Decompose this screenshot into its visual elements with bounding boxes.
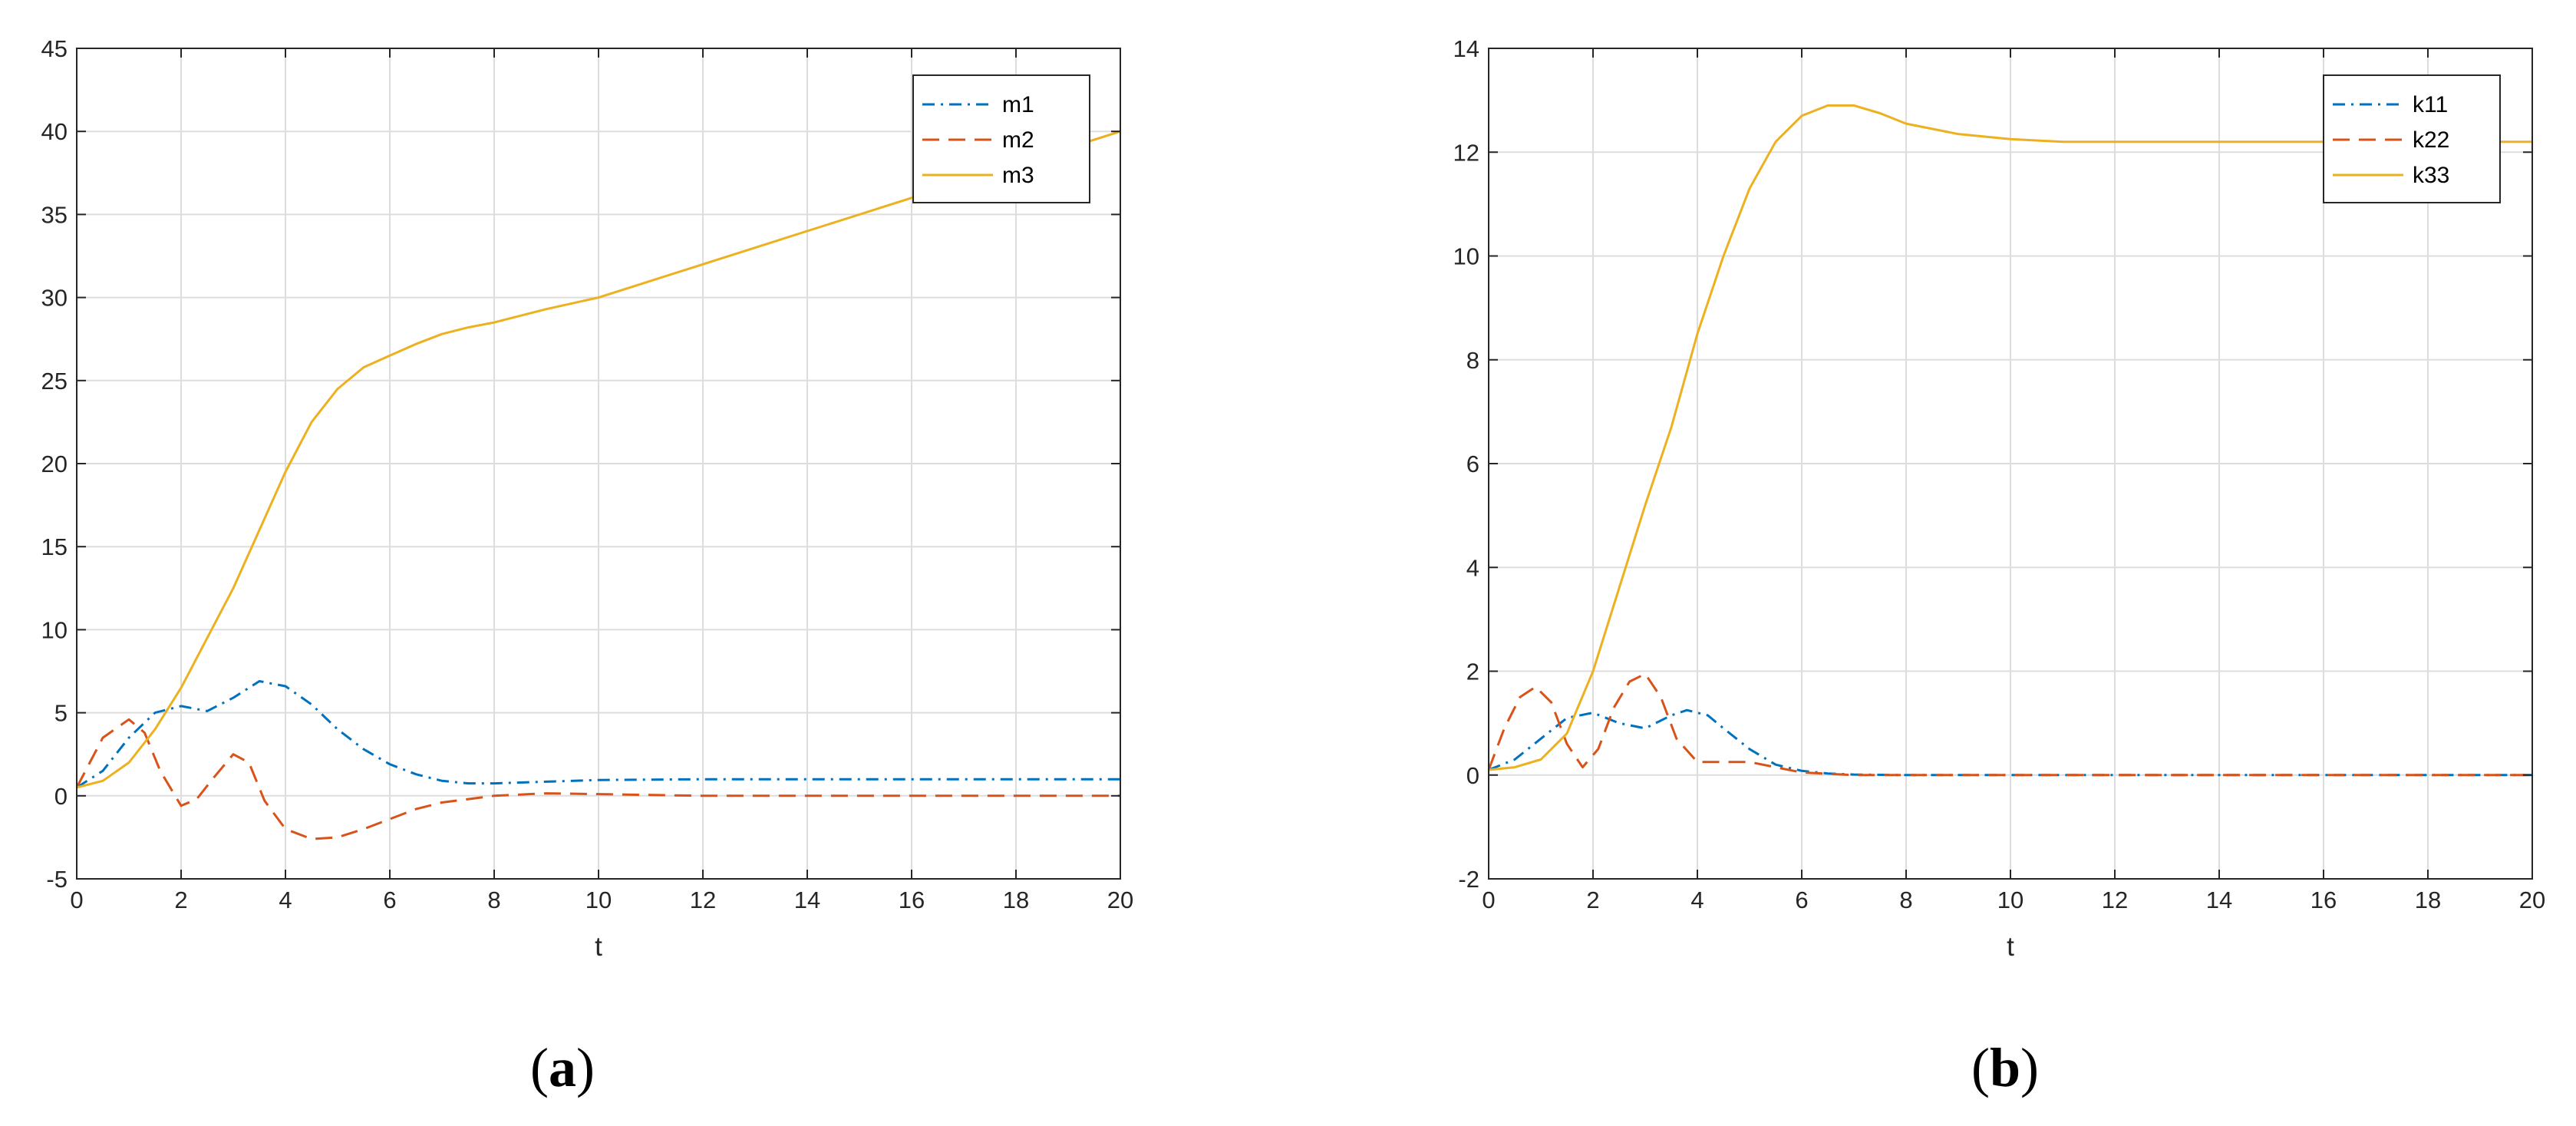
x-tick-label: 16 xyxy=(2310,887,2337,913)
x-tick-label: 10 xyxy=(585,887,612,913)
x-tick-label: 8 xyxy=(487,887,500,913)
caption-a: (a) xyxy=(530,1037,595,1098)
x-tick-label: 2 xyxy=(174,887,187,913)
x-tick-label: 16 xyxy=(899,887,925,913)
y-tick-label: -2 xyxy=(1458,866,1479,893)
legend: m1 m2 m3 xyxy=(912,74,1090,203)
legend-label-k33: k33 xyxy=(2413,163,2449,188)
legend-label-m1: m1 xyxy=(1002,92,1034,117)
x-tick-label: 14 xyxy=(794,887,820,913)
x-tick-label: 18 xyxy=(2415,887,2441,913)
y-tick-label: 12 xyxy=(1453,139,1479,166)
x-tick-label: 20 xyxy=(2519,887,2545,913)
x-tick-label: 12 xyxy=(2102,887,2128,913)
legend: k11 k22 k33 xyxy=(2323,74,2501,203)
y-tick-label: 20 xyxy=(41,451,68,477)
y-tick-label: 40 xyxy=(41,118,68,145)
x-tick-label: 0 xyxy=(70,887,83,913)
y-tick-label: 0 xyxy=(1466,762,1479,789)
y-tick-label: 10 xyxy=(1453,243,1479,270)
x-tick-label: 12 xyxy=(690,887,716,913)
legend-box xyxy=(2323,74,2501,203)
y-tick-label: -5 xyxy=(46,866,68,893)
y-tick-label: 30 xyxy=(41,285,68,312)
x-tick-label: 10 xyxy=(1997,887,2024,913)
x-tick-label: 0 xyxy=(1482,887,1495,913)
caption-a-letter: a xyxy=(549,1037,576,1098)
y-tick-label: 15 xyxy=(41,533,68,560)
y-tick-label: 2 xyxy=(1466,659,1479,685)
legend-label-k11: k11 xyxy=(2413,92,2448,117)
x-tick-label: 6 xyxy=(383,887,396,913)
legend-box xyxy=(912,74,1090,203)
y-tick-label: 6 xyxy=(1466,451,1479,477)
y-tick-label: 10 xyxy=(41,616,68,643)
legend-label-m2: m2 xyxy=(1002,127,1034,153)
legend-label-k22: k22 xyxy=(2413,127,2449,153)
series-line-k33 xyxy=(1488,104,2532,771)
chart-a: 0 2 4 6 8 10 12 14 16 18 20-5051015202530354045tm1… xyxy=(41,35,1134,962)
y-tick-label: 8 xyxy=(1466,347,1479,374)
x-tick-label: 18 xyxy=(1003,887,1029,913)
series-line-m3 xyxy=(76,130,1121,789)
x-axis-label: t xyxy=(595,932,602,962)
x-tick-label: 6 xyxy=(1795,887,1808,913)
x-tick-label: 4 xyxy=(279,887,292,913)
y-tick-label: 0 xyxy=(54,783,68,810)
series-line-m2 xyxy=(75,718,1120,840)
x-tick-label: 4 xyxy=(1690,887,1704,913)
x-axis-label: t xyxy=(2007,932,2014,962)
y-tick-label: 5 xyxy=(54,700,68,727)
legend-label-m3: m3 xyxy=(1002,163,1034,188)
series-line-k22 xyxy=(1487,672,2532,777)
y-tick-label: 35 xyxy=(41,201,68,228)
x-tick-label: 2 xyxy=(1586,887,1599,913)
x-tick-label: 8 xyxy=(1899,887,1912,913)
x-tick-label: 20 xyxy=(1107,887,1133,913)
y-tick-label: 14 xyxy=(1453,35,1479,62)
caption-b: (b) xyxy=(1971,1037,2039,1098)
y-tick-label: 45 xyxy=(41,35,68,62)
y-tick-label: 4 xyxy=(1466,554,1479,581)
y-tick-label: 25 xyxy=(41,368,68,395)
x-tick-label: 14 xyxy=(2206,887,2232,913)
caption-b-letter: b xyxy=(1989,1037,2021,1098)
